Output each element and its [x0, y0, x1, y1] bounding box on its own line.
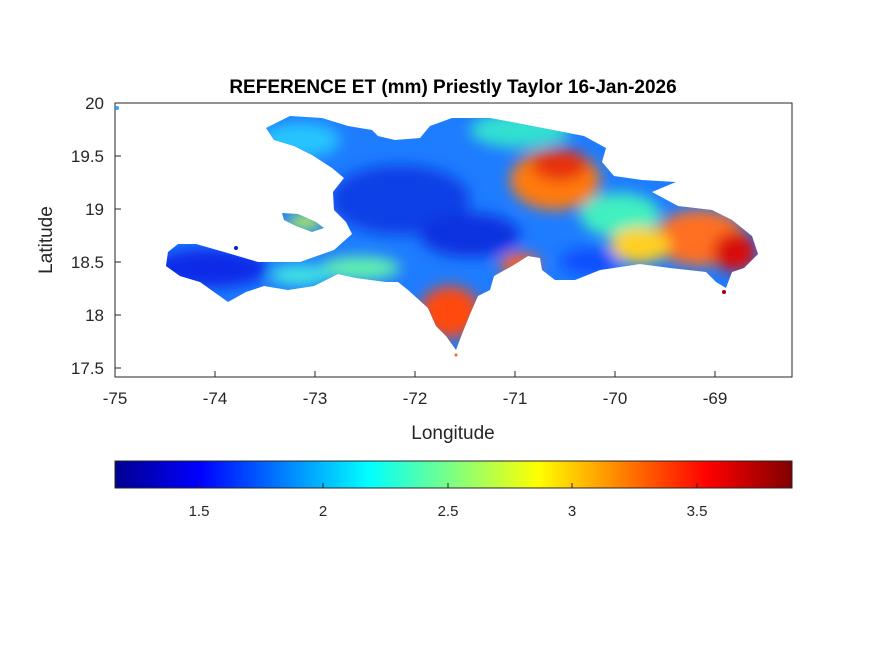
x-tick-label: -71	[503, 389, 528, 408]
x-tick-label: -74	[203, 389, 228, 408]
colorbar-tick-label: 3	[568, 503, 576, 520]
y-axis: 17.5 18 18.5 19 19.5 20	[71, 94, 121, 378]
x-tick-label: -70	[603, 389, 628, 408]
colorbar: 1.5 2 2.5 3 3.5	[114, 460, 793, 520]
y-tick-label: 18.5	[71, 253, 104, 272]
x-axis: -75 -74 -73 -72 -71 -70 -69	[103, 371, 728, 408]
colorbar-tick-label: 2	[319, 503, 327, 520]
x-tick-label: -75	[103, 389, 128, 408]
small-island	[722, 290, 726, 294]
x-tick-label: -73	[303, 389, 328, 408]
colorbar-tick-label: 2.5	[438, 503, 459, 520]
small-island	[115, 106, 119, 110]
y-tick-label: 20	[85, 94, 104, 113]
small-island	[234, 246, 238, 250]
plot-area: -75 -74 -73 -72 -71 -70 -69 17.5 18 18.5…	[36, 94, 793, 444]
x-axis-label: Longitude	[411, 423, 494, 444]
colorbar-tick-label: 3.5	[687, 503, 708, 520]
y-tick-label: 19	[85, 200, 104, 219]
small-island	[454, 353, 458, 357]
y-tick-label: 19.5	[71, 147, 104, 166]
y-tick-label: 17.5	[71, 359, 104, 378]
colorbar-tick-label: 1.5	[189, 503, 210, 520]
chart-title: REFERENCE ET (mm) Priestly Taylor 16-Jan…	[229, 77, 676, 98]
x-tick-label: -72	[403, 389, 428, 408]
y-tick-label: 18	[85, 306, 104, 325]
y-axis-label: Latitude	[36, 206, 57, 274]
x-tick-label: -69	[703, 389, 728, 408]
colorbar-gradient	[114, 460, 793, 489]
